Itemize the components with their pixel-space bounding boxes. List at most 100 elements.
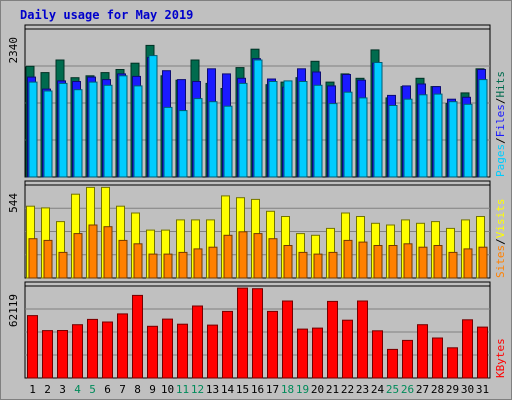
bar-kbytes-day-19 bbox=[297, 328, 308, 379]
bar-sites-day-4 bbox=[73, 233, 83, 279]
bar-pages-day-22 bbox=[343, 91, 353, 178]
x-tick-21: 21 bbox=[326, 383, 339, 396]
series-legend: Pages/Files/Hits bbox=[494, 71, 507, 177]
series-legend: Sites/Visits bbox=[494, 199, 507, 279]
bar-pages-day-17 bbox=[268, 81, 278, 178]
bar-kbytes-day-26 bbox=[402, 339, 413, 379]
bar-sites-day-8 bbox=[133, 243, 143, 279]
bar-pages-day-12 bbox=[193, 98, 203, 178]
x-tick-6: 6 bbox=[104, 383, 111, 396]
bar-pages-day-19 bbox=[298, 81, 308, 178]
bar-pages-day-16 bbox=[253, 59, 263, 178]
bar-pages-day-25 bbox=[388, 105, 398, 178]
legend-sites: Sites bbox=[494, 245, 507, 278]
bar-kbytes-day-25 bbox=[387, 348, 398, 379]
x-tick-7: 7 bbox=[119, 383, 126, 396]
x-tick-19: 19 bbox=[296, 383, 309, 396]
bar-sites-day-28 bbox=[433, 245, 443, 279]
bar-sites-day-15 bbox=[238, 231, 248, 279]
x-tick-3: 3 bbox=[59, 383, 66, 396]
legend-separator: / bbox=[494, 98, 507, 105]
panel-3: 62119 KBytes bbox=[7, 281, 507, 379]
bar-pages-day-21 bbox=[328, 103, 338, 178]
bar-sites-day-12 bbox=[193, 248, 203, 279]
bar-pages-day-11 bbox=[178, 110, 188, 178]
legend-visits: Visits bbox=[494, 199, 507, 239]
bar-kbytes-day-10 bbox=[162, 318, 173, 379]
x-tick-10: 10 bbox=[161, 383, 174, 396]
x-tick-5: 5 bbox=[89, 383, 96, 396]
bar-kbytes-day-14 bbox=[222, 310, 233, 379]
bar-kbytes-day-28 bbox=[432, 337, 443, 379]
x-tick-26: 26 bbox=[401, 383, 414, 396]
bar-kbytes-day-23 bbox=[357, 300, 368, 379]
bar-sites-day-11 bbox=[178, 251, 188, 279]
bar-sites-day-10 bbox=[163, 253, 173, 279]
bar-sites-day-30 bbox=[463, 248, 473, 279]
bar-sites-day-26 bbox=[403, 243, 413, 279]
bar-kbytes-day-20 bbox=[312, 327, 323, 379]
bar-kbytes-day-24 bbox=[372, 330, 383, 379]
x-tick-17: 17 bbox=[266, 383, 279, 396]
x-tick-15: 15 bbox=[236, 383, 249, 396]
x-tick-22: 22 bbox=[341, 383, 354, 396]
legend-separator: / bbox=[494, 238, 507, 245]
bar-kbytes-day-16 bbox=[252, 288, 263, 379]
bar-pages-day-1 bbox=[28, 81, 38, 178]
x-tick-30: 30 bbox=[461, 383, 474, 396]
bar-pages-day-27 bbox=[418, 94, 428, 178]
bar-sites-day-18 bbox=[283, 245, 293, 279]
bar-pages-day-24 bbox=[373, 62, 383, 178]
x-tick-23: 23 bbox=[356, 383, 369, 396]
bar-pages-day-26 bbox=[403, 98, 413, 178]
bar-pages-day-2 bbox=[43, 90, 53, 178]
chart-title: Daily usage for May 2019 bbox=[20, 8, 193, 22]
bar-kbytes-day-22 bbox=[342, 319, 353, 379]
x-tick-8: 8 bbox=[134, 383, 141, 396]
legend-files: Files bbox=[494, 104, 507, 137]
x-tick-31: 31 bbox=[476, 383, 489, 396]
x-tick-27: 27 bbox=[416, 383, 429, 396]
bar-sites-day-9 bbox=[148, 253, 158, 279]
bar-kbytes-day-4 bbox=[72, 324, 83, 379]
bar-kbytes-day-8 bbox=[132, 294, 143, 379]
bar-kbytes-day-1 bbox=[27, 315, 38, 379]
x-tick-28: 28 bbox=[431, 383, 444, 396]
x-tick-11: 11 bbox=[176, 383, 189, 396]
bar-pages-day-13 bbox=[208, 101, 218, 178]
x-tick-25: 25 bbox=[386, 383, 399, 396]
x-tick-20: 20 bbox=[311, 383, 324, 396]
bar-kbytes-day-29 bbox=[447, 347, 458, 379]
bar-kbytes-day-30 bbox=[462, 319, 473, 379]
bar-sites-day-2 bbox=[43, 239, 53, 279]
bar-kbytes-day-15 bbox=[237, 287, 248, 379]
x-axis-ticks: 1 2 3 4 5 6 7 8 9 10 11 12 13 14 15 16 17 18 19 20 21 22 23 24 2… bbox=[29, 383, 489, 396]
bar-pages-day-28 bbox=[433, 93, 443, 178]
bar-sites-day-21 bbox=[328, 251, 338, 279]
bar-kbytes-day-7 bbox=[117, 313, 128, 379]
bar-sites-day-6 bbox=[103, 226, 113, 279]
legend-kbytes: KBytes bbox=[494, 338, 507, 378]
bar-kbytes-day-5 bbox=[87, 318, 98, 379]
x-tick-2: 2 bbox=[44, 383, 51, 396]
bar-sites-day-3 bbox=[58, 251, 68, 279]
bar-kbytes-day-18 bbox=[282, 300, 293, 379]
x-tick-13: 13 bbox=[206, 383, 219, 396]
x-tick-29: 29 bbox=[446, 383, 459, 396]
bar-pages-day-31 bbox=[478, 79, 488, 178]
bar-pages-day-4 bbox=[73, 89, 83, 178]
legend-hits: Hits bbox=[494, 71, 507, 98]
bar-pages-day-5 bbox=[88, 81, 98, 178]
bar-pages-day-20 bbox=[313, 84, 323, 178]
panel-2: 544 Sites/Visits bbox=[7, 180, 507, 279]
x-tick-9: 9 bbox=[149, 383, 156, 396]
bar-pages-day-8 bbox=[133, 85, 143, 178]
y-max-label: 544 bbox=[7, 193, 20, 213]
bar-pages-day-29 bbox=[448, 101, 458, 178]
bar-sites-day-17 bbox=[268, 238, 278, 279]
x-tick-12: 12 bbox=[191, 383, 204, 396]
series-legend: KBytes bbox=[494, 338, 507, 378]
bar-kbytes-day-27 bbox=[417, 324, 428, 379]
bar-pages-day-14 bbox=[223, 105, 233, 178]
